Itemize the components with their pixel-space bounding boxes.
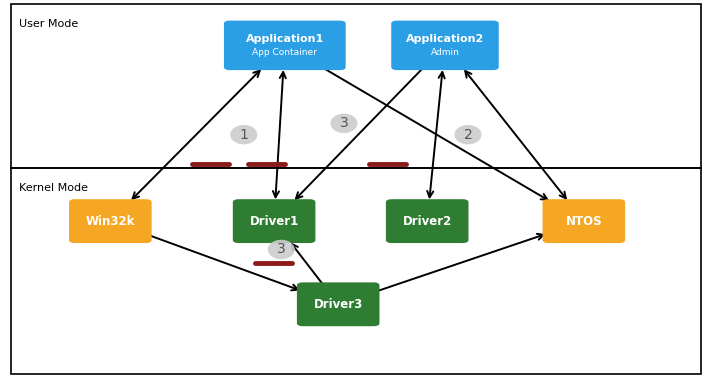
- Text: User Mode: User Mode: [19, 19, 78, 29]
- FancyBboxPatch shape: [224, 21, 346, 70]
- Text: 1: 1: [239, 128, 248, 142]
- Text: Application1: Application1: [246, 34, 324, 44]
- FancyBboxPatch shape: [69, 199, 152, 243]
- Text: Driver3: Driver3: [313, 298, 363, 311]
- Text: Admin: Admin: [431, 48, 459, 57]
- Text: Driver1: Driver1: [249, 215, 299, 228]
- Ellipse shape: [454, 125, 481, 144]
- FancyBboxPatch shape: [233, 199, 315, 243]
- FancyBboxPatch shape: [297, 282, 379, 326]
- Ellipse shape: [230, 125, 257, 144]
- Text: Win32k: Win32k: [85, 215, 135, 228]
- Text: App Container: App Container: [252, 48, 318, 57]
- Text: NTOS: NTOS: [565, 215, 602, 228]
- Ellipse shape: [330, 113, 357, 133]
- Text: Driver2: Driver2: [402, 215, 452, 228]
- Text: 3: 3: [277, 242, 286, 257]
- FancyBboxPatch shape: [543, 199, 625, 243]
- Text: Application2: Application2: [406, 34, 484, 44]
- FancyBboxPatch shape: [392, 21, 498, 70]
- Ellipse shape: [268, 240, 295, 259]
- Text: 3: 3: [340, 116, 348, 130]
- FancyBboxPatch shape: [386, 199, 468, 243]
- Text: 2: 2: [464, 128, 472, 142]
- Text: Kernel Mode: Kernel Mode: [19, 183, 88, 193]
